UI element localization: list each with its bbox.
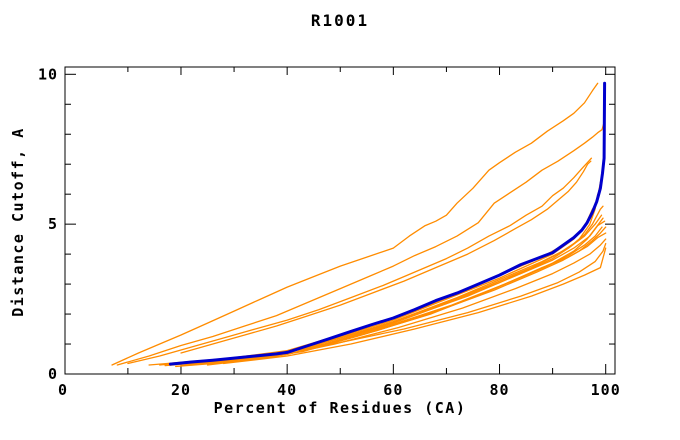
series-model-bundle-6 [175, 217, 604, 368]
series-model-bundle-12 [222, 247, 607, 365]
series-model-bundle-9 [185, 226, 607, 366]
series-model-outlier-top [111, 82, 599, 366]
series-model-bundle-5 [201, 214, 603, 365]
series-model-bundle-10 [196, 232, 607, 366]
series-model-outlier-2 [116, 121, 605, 366]
x-tick-label: 40 [277, 381, 297, 399]
x-tick-label: 0 [58, 381, 68, 399]
series-model-bundle-8 [164, 226, 603, 367]
x-tick-label: 20 [171, 381, 191, 399]
y-tick-label: 5 [48, 215, 58, 233]
x-tick-label: 60 [383, 381, 403, 399]
series-model-mid [180, 160, 592, 354]
series-model-bundle-2 [180, 193, 599, 367]
series-model-outlier-3 [127, 157, 593, 365]
x-tick-label: 80 [489, 381, 509, 399]
y-tick-label: 0 [48, 365, 58, 383]
series-model-bundle-7 [212, 220, 606, 365]
plot-frame [64, 66, 616, 375]
series-model-bundle-4 [190, 205, 604, 366]
y-tick-label: 10 [38, 65, 58, 83]
series-highlight-model [168, 81, 607, 366]
x-tick-label: 100 [591, 381, 621, 399]
chart-title: R1001 [310, 11, 370, 30]
series-model-bundle-13 [148, 242, 607, 366]
x-axis-label: Percent of Residues (CA) [213, 399, 467, 417]
series-model-bundle-11 [206, 238, 607, 366]
